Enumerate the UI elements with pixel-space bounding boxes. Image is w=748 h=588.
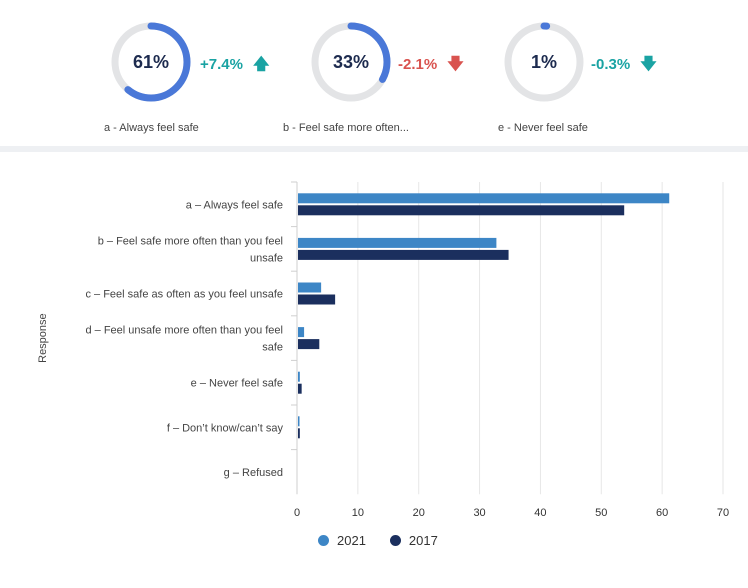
bar-2021 (298, 237, 497, 248)
y-category-label: unsafe (250, 252, 283, 264)
kpi-delta: -2.1% 🡇 (398, 53, 464, 80)
arrow-up-icon: 🡅 (252, 56, 270, 73)
kpi-value: 33% (332, 52, 370, 72)
y-category-label: d – Feel unsafe more often than you feel (85, 325, 283, 337)
y-category-label: g – Refused (224, 467, 283, 479)
bar-2021 (298, 371, 300, 382)
bar-2017 (298, 383, 302, 394)
bar-2017 (298, 294, 336, 305)
kpi-delta-value: +7.4% (200, 56, 243, 73)
legend-label: 2017 (408, 533, 438, 548)
y-category-label: b – Feel safe more often than you feel (98, 235, 283, 247)
bar-chart: 0 10 20 30 40 50 60 70 a – Always feel safe b – F… (37, 181, 729, 519)
x-tick-label: 0 (294, 507, 300, 519)
bar-2017 (298, 249, 509, 260)
legend-dot-2021 (318, 535, 329, 546)
x-tick-label: 20 (413, 507, 425, 519)
x-tick-label: 60 (656, 507, 668, 519)
kpi-value: 1% (530, 52, 557, 72)
kpi-name: e - Never feel safe (498, 122, 588, 134)
kpi-delta: +7.4% 🡅 (200, 53, 269, 80)
x-tick-label: 50 (595, 507, 607, 519)
kpi-delta: -0.3% 🡇 (591, 53, 657, 80)
y-category-label: a – Always feel safe (186, 199, 283, 211)
y-category-label: f – Don’t know/can’t say (167, 422, 284, 434)
kpi-value: 61% (132, 52, 170, 72)
chart-legend: 2021 2017 (318, 533, 438, 548)
y-axis-title: Response (37, 313, 49, 363)
x-tick-label: 10 (352, 507, 364, 519)
x-tick-label: 70 (717, 507, 729, 519)
kpi-panel: 61% +7.4% 🡅 a - Always feel safe 33% -2.1… (0, 0, 748, 146)
legend-item-2021[interactable]: 2021 (318, 533, 366, 548)
legend-item-2017[interactable]: 2017 (389, 533, 438, 548)
x-tick-label: 30 (473, 507, 485, 519)
legend-label: 2021 (337, 533, 366, 548)
bar-2021 (298, 282, 322, 293)
bar-2021 (298, 193, 670, 204)
legend-dot-2017 (389, 535, 401, 546)
kpi-donut (311, 22, 391, 102)
section-divider (0, 146, 748, 152)
kpi-delta-value: -2.1% (398, 56, 438, 73)
y-category-label: safe (262, 342, 283, 354)
kpi-name: b - Feel safe more often... (283, 122, 409, 134)
kpi-name: a - Always feel safe (104, 122, 199, 134)
bar-2021 (298, 327, 305, 338)
x-tick-label: 40 (534, 507, 546, 519)
bar-2017 (298, 428, 300, 439)
kpi-donut (504, 22, 584, 102)
kpi-donut (111, 22, 191, 102)
arrow-down-icon: 🡇 (640, 56, 657, 73)
y-category-label: e – Never feel safe (191, 378, 283, 390)
bar-2017 (298, 339, 320, 350)
bar-2021 (298, 416, 300, 427)
arrow-down-icon: 🡇 (447, 56, 464, 73)
y-category-label: c – Feel safe as often as you feel unsaf… (85, 289, 283, 301)
kpi-delta-value: -0.3% (591, 56, 631, 73)
bar-2017 (298, 205, 625, 216)
